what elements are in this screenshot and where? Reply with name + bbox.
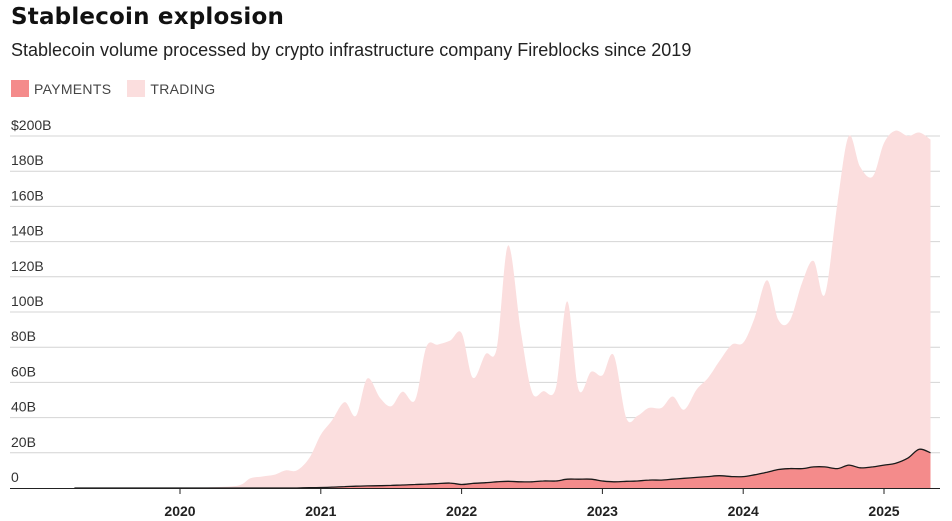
legend-item-trading: TRADING — [127, 80, 215, 97]
series-area-trading — [74, 130, 931, 489]
legend-label-trading: TRADING — [150, 80, 216, 97]
y-tick-label: 100B — [11, 293, 44, 309]
y-tick-label: 80B — [11, 328, 36, 344]
x-tick-label: 2025 — [868, 503, 899, 519]
x-axis-labels: 2020 2021 2022 2023 2024 2025 — [164, 503, 899, 519]
y-tick-label: 60B — [11, 363, 36, 379]
y-axis-labels: 0 20B 40B 60B 80B 100B 120B 140B 160B 180B $200B — [11, 117, 51, 485]
x-tick-label: 2021 — [305, 503, 336, 519]
y-tick-label: 160B — [11, 187, 44, 203]
x-tick-label: 2023 — [587, 503, 618, 519]
x-tick-label: 2024 — [728, 503, 759, 519]
x-axis — [10, 488, 940, 494]
y-tick-label: $200B — [11, 117, 51, 133]
x-tick-label: 2022 — [446, 503, 477, 519]
legend: PAYMENTS TRADING — [11, 80, 231, 97]
legend-swatch-payments — [11, 80, 29, 97]
y-tick-label: 0 — [11, 469, 19, 485]
chart-subtitle: Stablecoin volume processed by crypto in… — [11, 40, 692, 60]
legend-swatch-trading — [127, 80, 146, 97]
y-tick-label: 140B — [11, 223, 44, 239]
x-tick-label: 2020 — [164, 503, 195, 519]
legend-item-payments: PAYMENTS — [11, 80, 111, 97]
y-tick-label: 180B — [11, 152, 44, 168]
legend-label-payments: PAYMENTS — [34, 80, 112, 97]
y-tick-label: 20B — [11, 434, 36, 450]
y-tick-label: 120B — [11, 258, 44, 274]
y-tick-label: 40B — [11, 399, 36, 415]
series-line-payments — [74, 448, 931, 489]
chart-title: Stablecoin explosion — [11, 4, 285, 30]
series-area-payments — [74, 449, 931, 489]
series-areas — [74, 130, 931, 489]
